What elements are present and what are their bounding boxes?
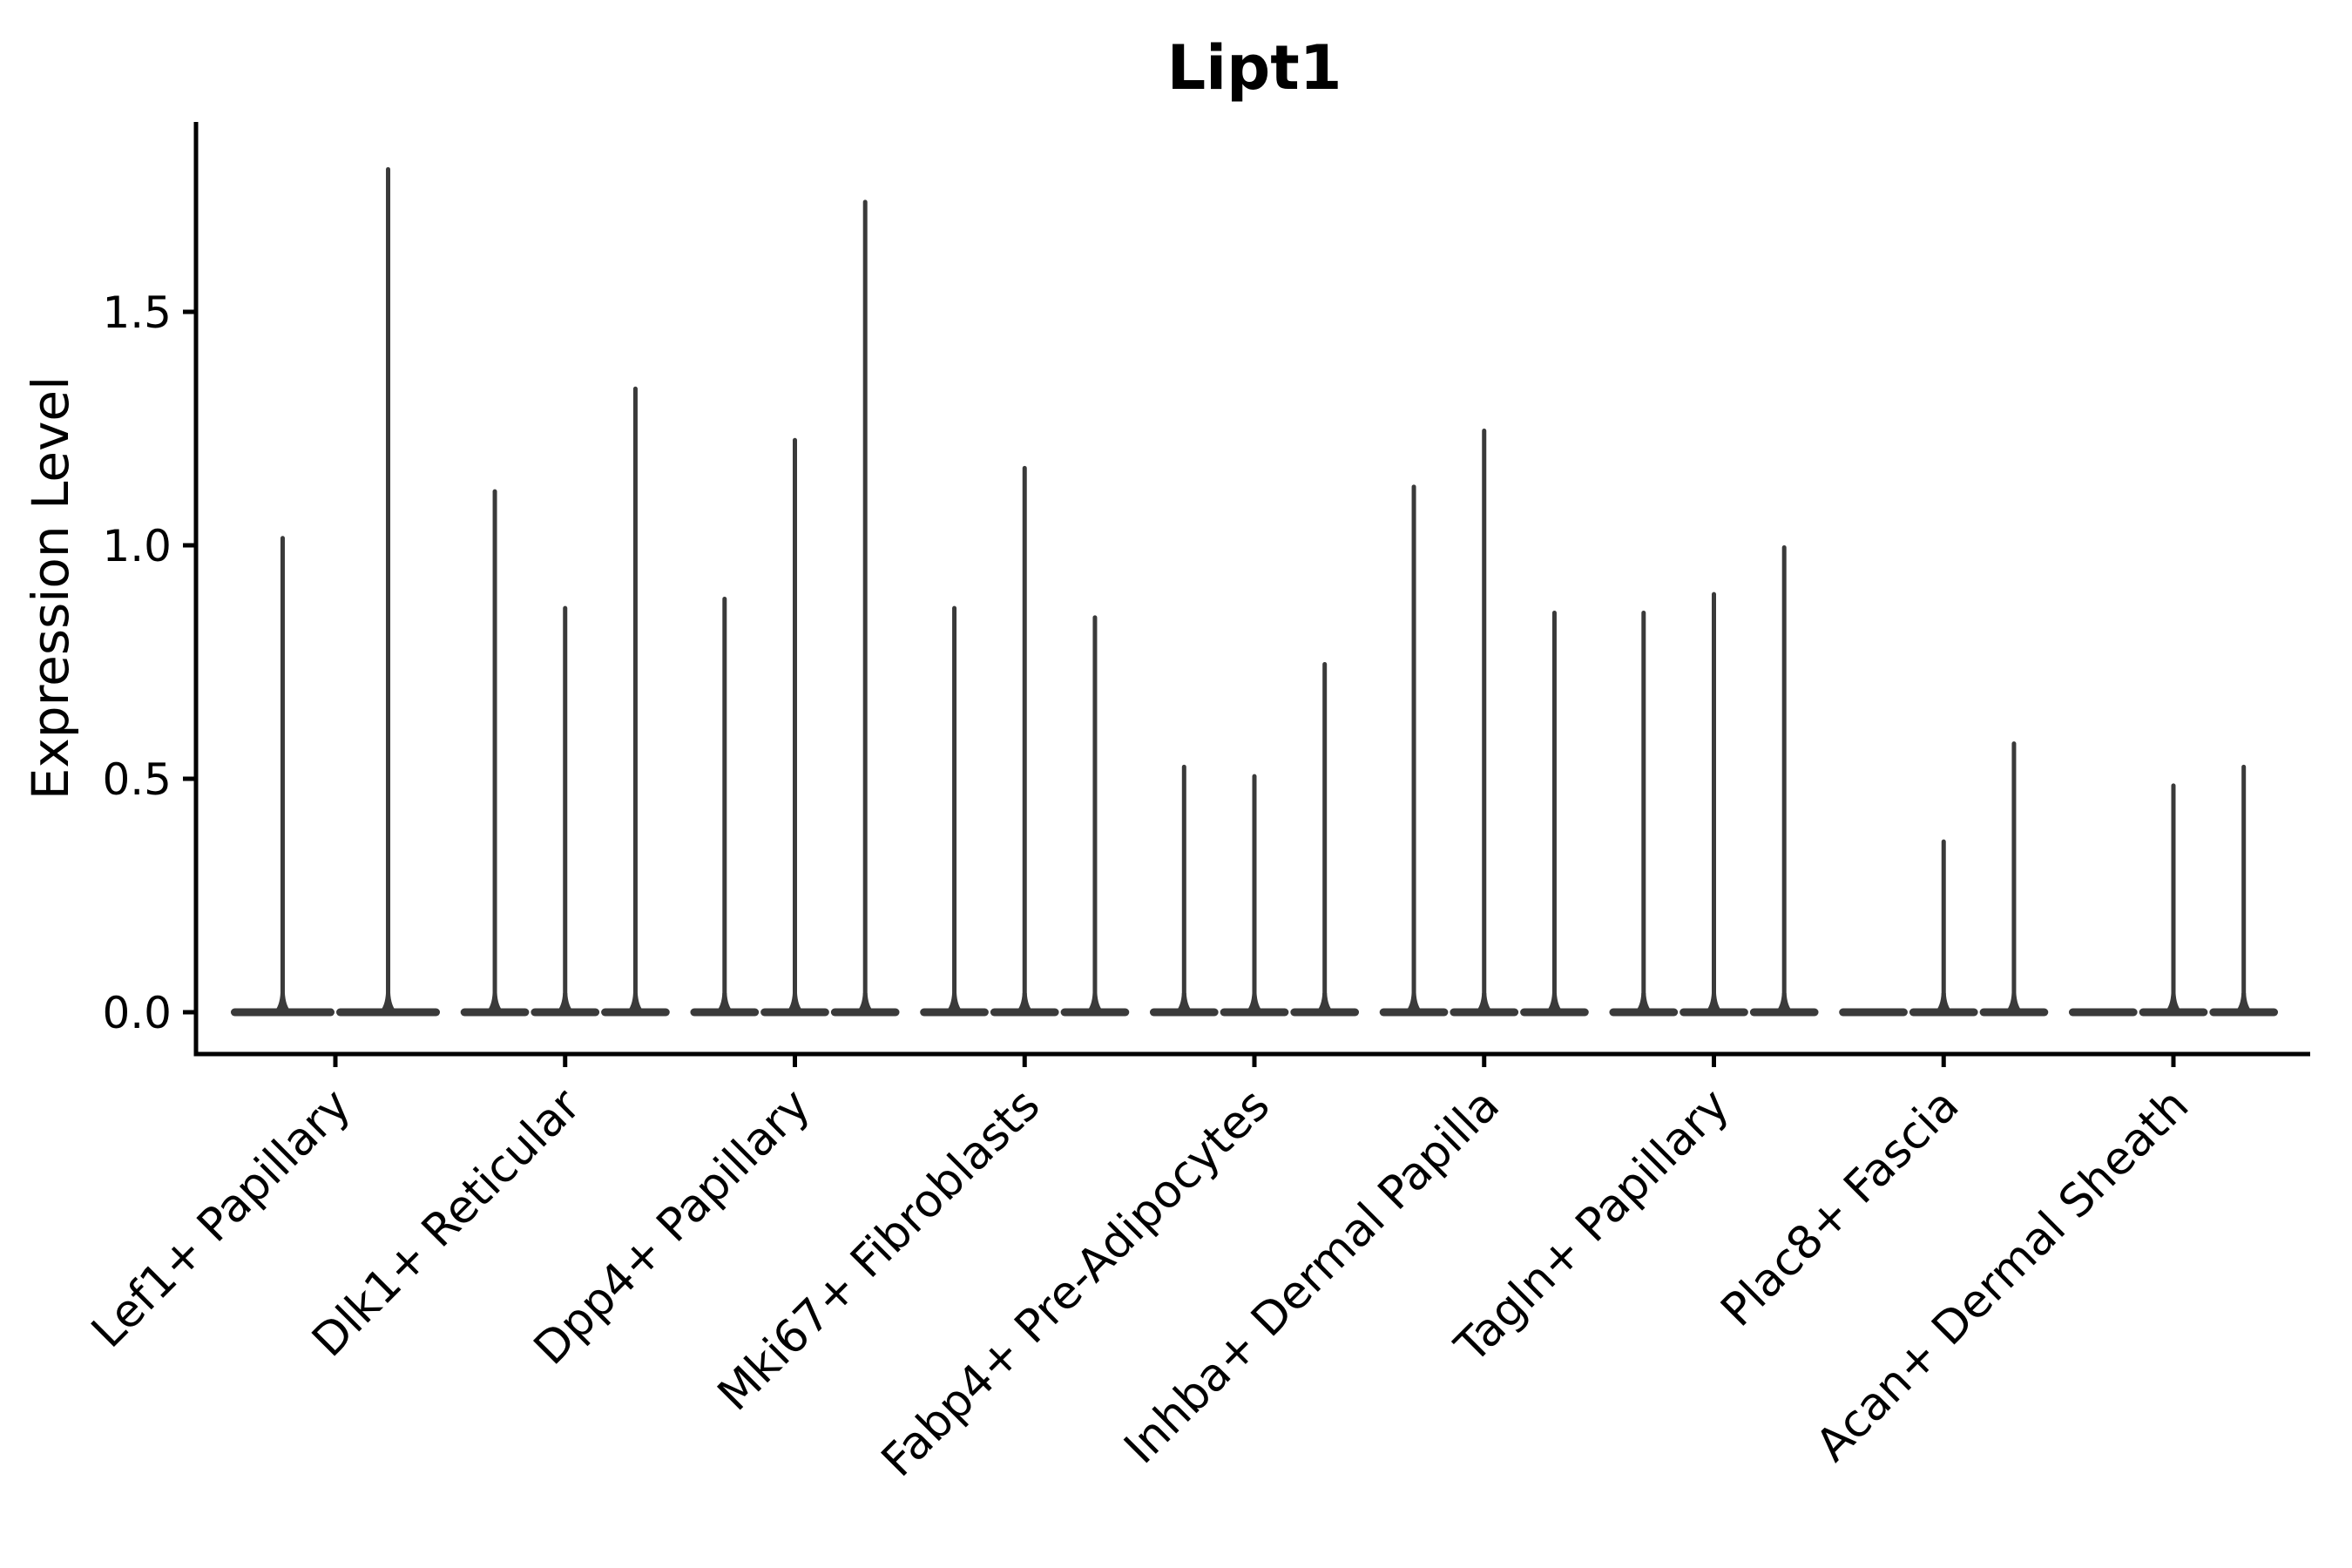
violin xyxy=(920,605,989,1017)
violin xyxy=(2139,783,2208,1017)
violin-base xyxy=(2068,1008,2138,1017)
violin xyxy=(1149,764,1219,1017)
violin xyxy=(690,596,760,1017)
y-axis-label: Expression Level xyxy=(21,376,80,800)
violin xyxy=(990,465,1059,1017)
y-tick-label: 1.0 xyxy=(102,521,172,571)
violin xyxy=(230,536,335,1017)
violin xyxy=(1749,545,1819,1017)
y-tick-label: 1.5 xyxy=(102,287,172,338)
violin xyxy=(1979,741,2049,1017)
violin xyxy=(601,386,670,1017)
violin xyxy=(531,605,600,1017)
violin xyxy=(1290,662,1360,1017)
y-tick-label: 0.0 xyxy=(102,988,172,1038)
violin xyxy=(1379,484,1449,1017)
violins-layer xyxy=(230,166,2279,1017)
x-tick-label: Inhba+ Dermal Papilla xyxy=(1114,1079,1509,1474)
violin xyxy=(2068,1008,2138,1017)
x-tick-label: Plac8+ Fascia xyxy=(1712,1079,1970,1337)
y-tick-label: 0.5 xyxy=(102,754,172,805)
x-tick-label: Acan+ Dermal Sheath xyxy=(1807,1079,2200,1472)
violin xyxy=(1839,1008,1908,1017)
violin xyxy=(1220,774,1289,1017)
violin xyxy=(1060,615,1130,1017)
violin-base xyxy=(1839,1008,1908,1017)
violin xyxy=(2209,764,2279,1017)
violin xyxy=(1680,591,1748,1017)
violin xyxy=(1609,611,1679,1017)
violin xyxy=(830,199,900,1017)
violin xyxy=(1909,839,1978,1017)
violin xyxy=(1450,429,1519,1017)
violin xyxy=(336,166,441,1017)
y-axis-ticks: 0.0 0.5 1.0 1.5 xyxy=(102,287,196,1038)
violin xyxy=(460,489,530,1017)
violin xyxy=(760,437,829,1017)
x-tick-label: Fabp4+ Pre-Adipocytes xyxy=(872,1079,1280,1487)
chart-title: Lipt1 xyxy=(1167,32,1342,104)
violin xyxy=(1520,611,1589,1017)
